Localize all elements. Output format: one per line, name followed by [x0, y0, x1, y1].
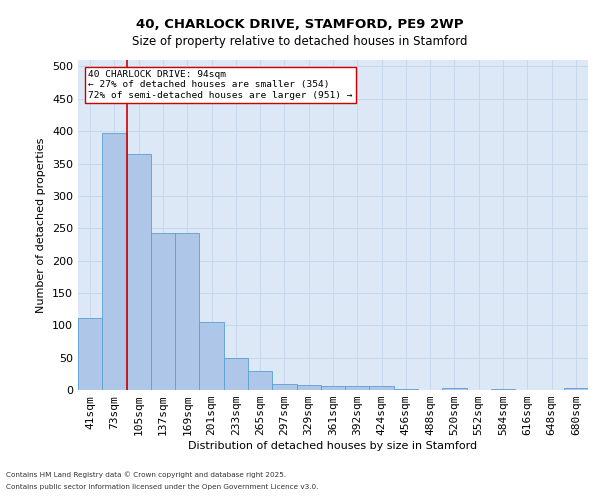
Bar: [127, 154, 151, 390]
Text: 40, CHARLOCK DRIVE, STAMFORD, PE9 2WP: 40, CHARLOCK DRIVE, STAMFORD, PE9 2WP: [136, 18, 464, 30]
Bar: [345, 386, 370, 390]
Bar: [564, 388, 588, 390]
Bar: [321, 386, 345, 390]
Bar: [248, 370, 272, 390]
Bar: [296, 385, 321, 390]
Bar: [199, 322, 224, 390]
Bar: [224, 358, 248, 390]
Bar: [102, 133, 127, 390]
Bar: [78, 318, 102, 390]
Text: Contains HM Land Registry data © Crown copyright and database right 2025.: Contains HM Land Registry data © Crown c…: [6, 471, 286, 478]
Bar: [272, 384, 296, 390]
Bar: [370, 386, 394, 390]
Y-axis label: Number of detached properties: Number of detached properties: [37, 138, 46, 312]
Bar: [442, 388, 467, 390]
Text: Size of property relative to detached houses in Stamford: Size of property relative to detached ho…: [132, 35, 468, 48]
Text: 40 CHARLOCK DRIVE: 94sqm
← 27% of detached houses are smaller (354)
72% of semi-: 40 CHARLOCK DRIVE: 94sqm ← 27% of detach…: [88, 70, 353, 100]
Bar: [175, 233, 199, 390]
Text: Contains public sector information licensed under the Open Government Licence v3: Contains public sector information licen…: [6, 484, 319, 490]
Bar: [151, 233, 175, 390]
X-axis label: Distribution of detached houses by size in Stamford: Distribution of detached houses by size …: [188, 441, 478, 451]
